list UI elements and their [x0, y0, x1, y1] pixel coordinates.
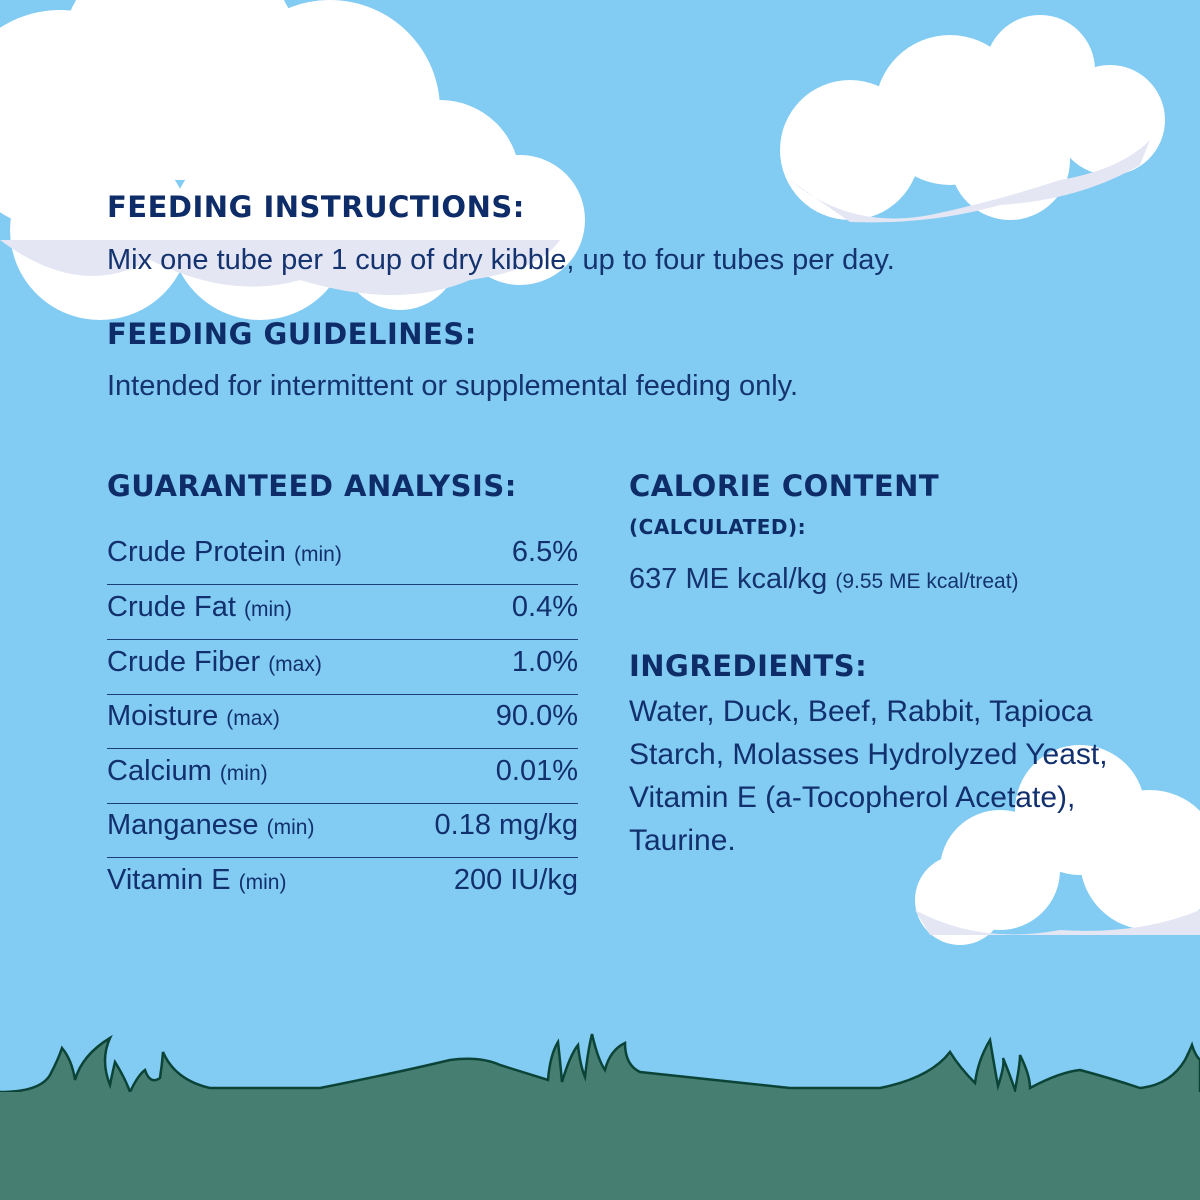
- feeding-instructions-text: Mix one tube per 1 cup of dry kibble, up…: [107, 244, 895, 276]
- nutrient-qualifier: (max): [268, 653, 322, 676]
- feeding-guidelines-heading: FEEDING GUIDELINES:: [107, 317, 477, 351]
- table-row: Crude Protein (min) 6.5%: [107, 530, 578, 585]
- ingredients-heading: INGREDIENTS:: [629, 649, 868, 683]
- calorie-content-subheading: (CALCULATED):: [629, 515, 807, 539]
- table-row: Crude Fiber (max) 1.0%: [107, 640, 578, 695]
- guaranteed-analysis-heading: GUARANTEED ANALYSIS:: [107, 469, 517, 503]
- table-row: Moisture (max) 90.0%: [107, 694, 578, 749]
- nutrient-value: 6.5%: [511, 536, 578, 568]
- nutrient-value: 90.0%: [495, 700, 578, 732]
- calorie-content-heading: CALORIE CONTENT: [629, 469, 940, 503]
- nutrient-value: 0.4%: [511, 591, 578, 623]
- calorie-per-treat: (9.55 ME kcal/treat): [835, 570, 1019, 593]
- nutrient-name: Manganese: [107, 809, 259, 841]
- ingredients-text: Water, Duck, Beef, Rabbit, Tapioca Starc…: [629, 695, 1108, 857]
- table-row: Vitamin E (min) 200 IU/kg: [107, 858, 578, 912]
- nutrient-value: 0.18 mg/kg: [434, 809, 578, 841]
- nutrient-qualifier: (min): [244, 598, 292, 621]
- nutrient-name: Vitamin E: [107, 864, 231, 896]
- nutrient-name: Crude Fat: [107, 591, 236, 623]
- nutrient-qualifier: (max): [226, 707, 280, 730]
- feeding-guidelines-text: Intended for intermittent or supplementa…: [107, 370, 799, 402]
- calorie-value: 637 ME kcal/kg: [629, 563, 828, 595]
- cloud-top-left: [0, 0, 585, 320]
- nutrient-name: Crude Protein: [107, 536, 286, 568]
- table-row: Calcium (min) 0.01%: [107, 749, 578, 804]
- cloud-right-middle: [915, 745, 1200, 945]
- nutrient-name: Moisture: [107, 700, 219, 732]
- nutrient-qualifier: (min): [238, 871, 287, 894]
- nutrient-qualifier: (min): [294, 543, 342, 566]
- nutrient-qualifier: (min): [266, 816, 315, 839]
- feeding-instructions-heading: FEEDING INSTRUCTIONS:: [107, 190, 525, 224]
- grass-fill: [0, 1092, 1200, 1200]
- nutrient-name: Crude Fiber: [107, 646, 261, 678]
- nutrient-value: 0.01%: [495, 755, 578, 787]
- nutrient-value: 200 IU/kg: [453, 864, 578, 896]
- cloud-top-right: [780, 15, 1165, 223]
- nutrient-value: 1.0%: [511, 646, 578, 678]
- nutrient-name: Calcium: [107, 755, 212, 787]
- table-row: Crude Fat (min) 0.4%: [107, 585, 578, 640]
- table-row: Manganese (min) 0.18 mg/kg: [107, 803, 578, 858]
- nutrient-qualifier: (min): [219, 762, 268, 785]
